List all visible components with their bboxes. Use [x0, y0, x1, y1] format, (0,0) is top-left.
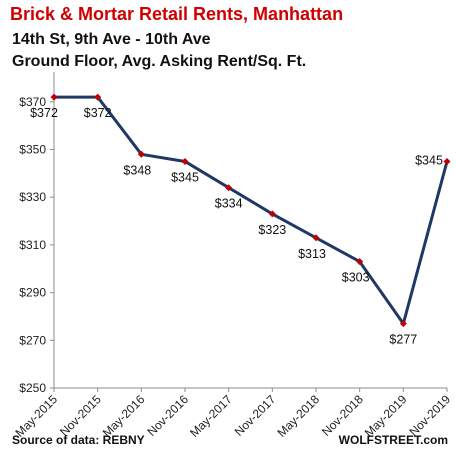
- x-tick-label: Nov-2018: [319, 392, 366, 439]
- y-tick-label: $250: [19, 381, 46, 395]
- data-point: [94, 93, 102, 101]
- data-label: $372: [30, 106, 58, 120]
- data-label: $313: [298, 247, 326, 261]
- source-note: Source of data: REBNY: [12, 433, 145, 447]
- y-tick-label: $370: [19, 95, 46, 109]
- data-point: [399, 320, 407, 328]
- data-point: [443, 157, 451, 165]
- chart-subtitle-location: 14th St, 9th Ave - 10th Ave: [12, 31, 211, 48]
- x-tick-label: Nov-2015: [57, 392, 104, 439]
- data-label: $277: [389, 333, 417, 347]
- data-label: $303: [342, 271, 370, 285]
- brand-watermark: WOLFSTREET.com: [338, 433, 448, 447]
- data-label: $372: [84, 106, 112, 120]
- x-tick-label: Nov-2019: [406, 392, 453, 439]
- data-point: [50, 93, 58, 101]
- data-label: $348: [123, 163, 151, 177]
- y-tick-label: $290: [19, 286, 46, 300]
- data-point: [356, 258, 364, 266]
- x-tick-label: Nov-2016: [144, 392, 191, 439]
- x-tick-label: Nov-2017: [232, 392, 279, 439]
- x-tick-label: May-2018: [274, 392, 322, 440]
- y-tick-label: $330: [19, 190, 46, 204]
- data-label: $345: [415, 153, 443, 167]
- y-tick-label: $270: [19, 333, 46, 347]
- chart-title: Brick & Mortar Retail Rents, Manhattan: [10, 4, 344, 24]
- y-tick-label: $310: [19, 238, 46, 252]
- y-tick-label: $350: [19, 143, 46, 157]
- data-point: [181, 157, 189, 165]
- chart-subtitle-metric: Ground Floor, Avg. Asking Rent/Sq. Ft.: [12, 53, 307, 70]
- data-point: [137, 150, 145, 158]
- series-line: [54, 95, 449, 326]
- data-point: [312, 234, 320, 242]
- data-point: [268, 210, 276, 218]
- x-tick-label: May-2017: [187, 392, 235, 440]
- data-point: [225, 184, 233, 192]
- data-label: $334: [215, 197, 243, 211]
- data-label: $323: [258, 223, 286, 237]
- data-label: $345: [171, 170, 199, 184]
